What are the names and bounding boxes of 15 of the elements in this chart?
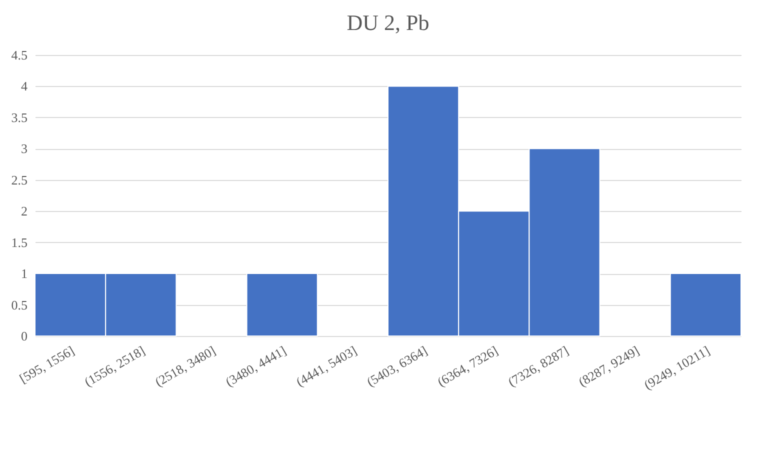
bar (670, 273, 742, 336)
y-tick-label: 3 (21, 141, 28, 156)
y-tick-label: 4 (21, 78, 28, 94)
x-tick-label: (4441, 5403] (294, 342, 360, 390)
y-tick-label: 2.5 (11, 172, 28, 188)
x-tick-label: [595, 1556] (16, 342, 77, 386)
y-tick-label: 3.5 (11, 110, 28, 125)
bar (246, 273, 318, 336)
y-tick-label: 0.5 (11, 297, 28, 312)
chart-title: DU 2, Pb (346, 10, 430, 35)
y-tick-label: 1 (21, 266, 28, 282)
y-tick-label: 0 (21, 328, 28, 344)
y-tick-label: 1.5 (11, 234, 28, 250)
y-tick-label: 4.5 (11, 48, 28, 62)
y-tick-label: 2 (21, 204, 28, 219)
